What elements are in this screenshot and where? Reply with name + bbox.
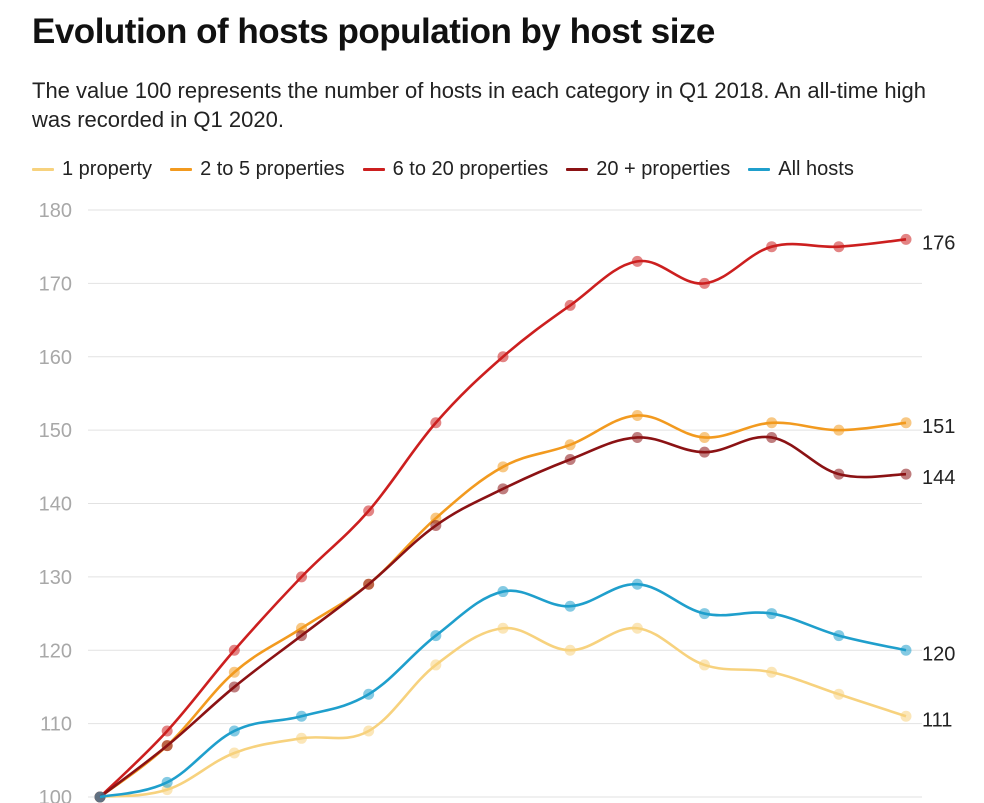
data-point bbox=[363, 505, 375, 517]
data-point bbox=[833, 688, 845, 700]
legend-item-1: 2 to 5 properties bbox=[170, 158, 345, 181]
data-point bbox=[631, 431, 643, 443]
data-point bbox=[497, 622, 509, 634]
series-3: 144 bbox=[94, 431, 955, 803]
data-point bbox=[699, 446, 710, 458]
legend-label: 6 to 20 properties bbox=[392, 158, 549, 180]
data-point bbox=[699, 431, 710, 443]
series-2: 176 bbox=[94, 232, 955, 803]
legend-swatch bbox=[748, 168, 771, 171]
end-value-label: 111 bbox=[922, 709, 952, 731]
data-point bbox=[228, 681, 240, 693]
data-point bbox=[430, 630, 442, 642]
legend-item-0: 1 property bbox=[32, 158, 152, 181]
y-tick-label: 120 bbox=[39, 640, 72, 662]
y-tick-label: 130 bbox=[39, 567, 72, 589]
y-tick-label: 100 bbox=[39, 787, 72, 803]
data-point bbox=[699, 277, 710, 289]
chart-legend: 1 property 2 to 5 properties 6 to 20 prope… bbox=[32, 158, 854, 181]
end-value-label: 144 bbox=[922, 467, 955, 489]
data-point bbox=[900, 233, 912, 245]
data-point bbox=[497, 586, 509, 598]
data-point bbox=[228, 644, 240, 656]
data-point bbox=[564, 644, 576, 656]
legend-label: 2 to 5 properties bbox=[200, 158, 345, 180]
data-point bbox=[363, 725, 375, 737]
series-line bbox=[99, 238, 907, 798]
data-point bbox=[766, 666, 778, 678]
legend-item-3: 20 + properties bbox=[566, 158, 730, 181]
legend-item-2: 6 to 20 properties bbox=[362, 158, 549, 181]
data-point bbox=[161, 740, 173, 752]
data-point bbox=[900, 710, 912, 722]
data-point bbox=[766, 431, 778, 443]
y-tick-label: 110 bbox=[40, 714, 72, 736]
legend-label: All hosts bbox=[778, 158, 854, 180]
data-point bbox=[497, 483, 509, 495]
data-point bbox=[631, 578, 643, 590]
data-point bbox=[833, 468, 845, 480]
series-line bbox=[99, 582, 907, 799]
data-point bbox=[564, 299, 576, 311]
data-point bbox=[766, 417, 778, 429]
chart-subtitle: The value 100 represents the number of h… bbox=[32, 78, 926, 132]
data-point bbox=[833, 241, 845, 253]
data-point bbox=[900, 644, 912, 656]
series-0: 111 bbox=[94, 622, 952, 803]
data-point bbox=[564, 439, 576, 451]
data-point bbox=[228, 725, 240, 737]
grid-lines bbox=[88, 209, 922, 798]
data-point bbox=[900, 417, 912, 429]
data-point bbox=[161, 776, 173, 788]
legend-label: 1 property bbox=[62, 158, 153, 180]
y-tick-label: 180 bbox=[39, 200, 72, 222]
data-point bbox=[228, 747, 240, 759]
legend-label: 20 + properties bbox=[596, 158, 731, 180]
data-point bbox=[631, 409, 643, 421]
data-point bbox=[430, 520, 442, 532]
data-point bbox=[228, 666, 240, 678]
data-point bbox=[766, 241, 778, 253]
y-tick-label: 140 bbox=[39, 494, 72, 516]
data-point bbox=[430, 417, 442, 429]
y-tick-label: 160 bbox=[39, 347, 72, 369]
data-point bbox=[296, 571, 307, 583]
data-point bbox=[631, 255, 643, 267]
data-point bbox=[900, 468, 912, 480]
data-point bbox=[363, 688, 375, 700]
data-point bbox=[699, 608, 710, 620]
data-point bbox=[833, 424, 845, 436]
data-point bbox=[631, 622, 643, 634]
end-value-label: 151 bbox=[922, 416, 955, 438]
data-point bbox=[296, 710, 307, 722]
data-point bbox=[94, 791, 106, 803]
end-value-label: 176 bbox=[922, 232, 955, 254]
data-point bbox=[497, 351, 509, 363]
data-point bbox=[296, 732, 307, 744]
y-tick-label: 170 bbox=[39, 273, 72, 295]
data-point bbox=[161, 725, 173, 737]
data-point bbox=[497, 461, 509, 473]
data-point bbox=[430, 659, 442, 671]
chart-title: Evolution of hosts population by host si… bbox=[32, 12, 715, 51]
data-point bbox=[766, 608, 778, 620]
data-point bbox=[296, 630, 307, 642]
data-point bbox=[833, 630, 845, 642]
series-line bbox=[99, 626, 907, 799]
data-point bbox=[363, 578, 375, 590]
data-point bbox=[699, 659, 710, 671]
series-4: 120 bbox=[94, 578, 955, 803]
legend-item-4: All hosts bbox=[748, 158, 854, 181]
legend-swatch bbox=[170, 168, 193, 171]
legend-swatch bbox=[566, 168, 589, 171]
data-point bbox=[564, 453, 576, 465]
y-tick-label: 150 bbox=[39, 420, 72, 442]
end-value-label: 120 bbox=[922, 643, 955, 665]
line-chart: 100 110 120 130 140 150 160 170 180 111 151 176 144 1… bbox=[39, 200, 956, 803]
legend-swatch bbox=[32, 168, 54, 171]
legend-swatch bbox=[362, 168, 385, 171]
data-point bbox=[564, 600, 576, 612]
